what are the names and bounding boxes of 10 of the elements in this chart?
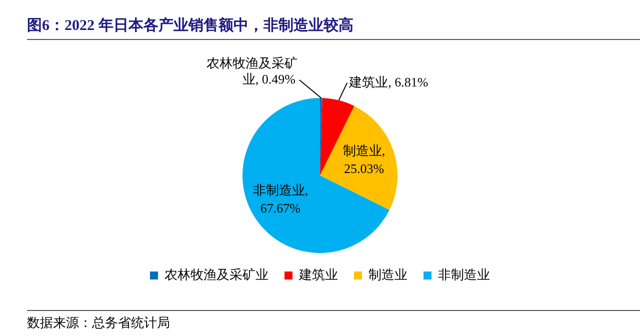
legend-label: 非制造业 [438, 266, 490, 282]
data-label: 农林牧渔及采矿业, 0.49% [206, 55, 298, 86]
legend-label: 建筑业 [298, 266, 338, 282]
legend-label: 制造业 [368, 266, 408, 282]
source-note: 数据来源：总务省统计局 [27, 315, 170, 330]
chart-title: 图6：2022 年日本各产业销售额中，非制造业较高 [27, 16, 640, 40]
data-label: 制造业, 25.03% [342, 143, 386, 176]
legend-label: 农林牧渔及采矿业 [164, 266, 268, 282]
data-label: 建筑业, 6.81% [348, 74, 428, 90]
data-label: 非制造业, 67.67% [252, 182, 308, 216]
